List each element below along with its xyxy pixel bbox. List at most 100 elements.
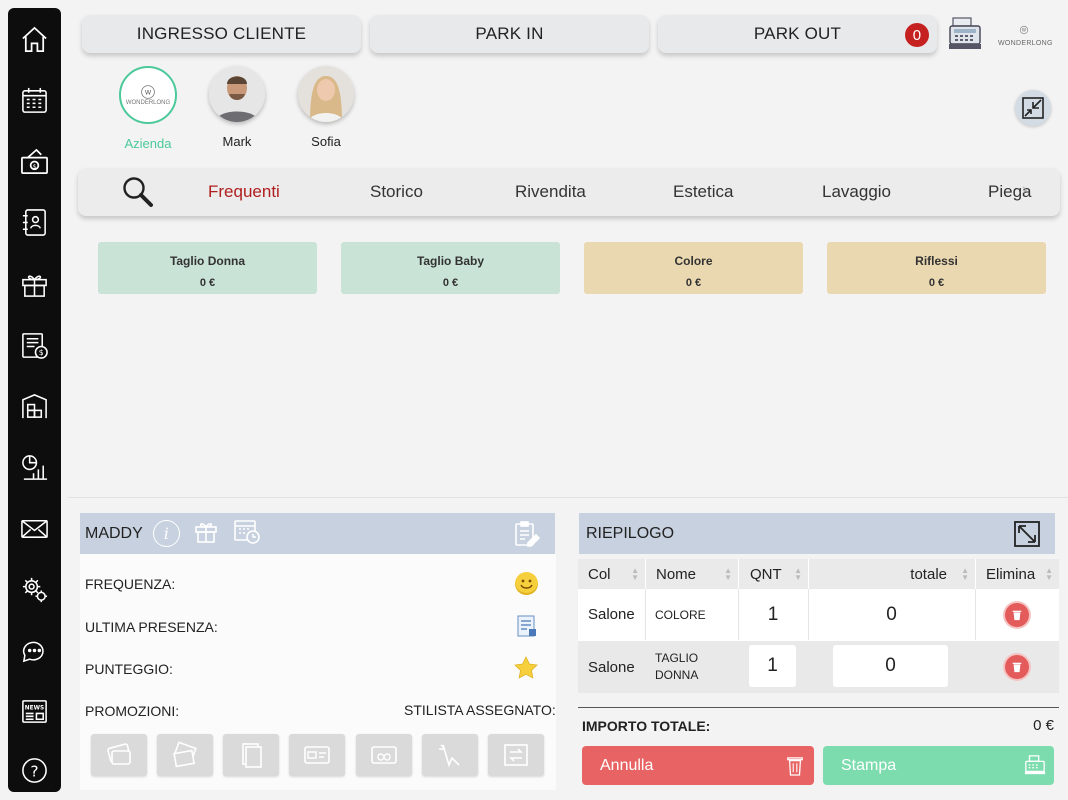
- gift-icon[interactable]: [20, 270, 49, 299]
- stilista-label: STILISTA ASSEGNATO:: [404, 702, 556, 718]
- client-header: MADDY i: [80, 513, 555, 554]
- qnt-input[interactable]: 1: [749, 645, 796, 687]
- promo-exchange-button[interactable]: [488, 734, 544, 776]
- svg-text:?: ?: [30, 762, 38, 780]
- expand-icon[interactable]: [1013, 520, 1041, 553]
- total-divider: [578, 707, 1059, 708]
- tab-estetica[interactable]: Estetica: [673, 182, 734, 201]
- tab-frequenti[interactable]: Frequenti: [208, 182, 280, 201]
- park-out-button[interactable]: PARK OUT 0: [658, 15, 937, 53]
- service-tile[interactable]: Taglio Baby 0 €: [341, 242, 560, 294]
- service-name: Riflessi: [915, 254, 958, 268]
- mail-icon[interactable]: [20, 514, 49, 543]
- row-col: Salone: [588, 606, 635, 623]
- staff-sofia[interactable]: Sofia: [286, 66, 366, 149]
- row-col: Salone: [588, 658, 635, 676]
- service-tile[interactable]: Riflessi 0 €: [827, 242, 1046, 294]
- client-name: MADDY: [85, 524, 143, 542]
- tab-piega[interactable]: Piega: [988, 182, 1032, 201]
- analytics-icon[interactable]: [20, 453, 49, 482]
- elimina-header[interactable]: Elimina ▲ ▼: [975, 559, 1059, 589]
- qnt-header[interactable]: QNT ▲ ▼: [738, 559, 808, 589]
- service-price: 0 €: [442, 277, 459, 289]
- cash-register-icon[interactable]: [947, 16, 983, 52]
- smiley-icon: [515, 572, 538, 595]
- sort-icon: ▲ ▼: [724, 566, 732, 582]
- tab-storico[interactable]: Storico: [370, 182, 423, 201]
- brand-logo-text: WONDERLONG: [998, 40, 1053, 47]
- promo-documents-button[interactable]: [223, 734, 279, 776]
- help-icon[interactable]: ?: [20, 756, 49, 785]
- search-icon[interactable]: [120, 174, 154, 213]
- sort-icon: ▲ ▼: [961, 566, 969, 582]
- promo-giftcard-button[interactable]: [289, 734, 345, 776]
- company-avatar-text: WONDERLONG: [125, 100, 171, 106]
- cash-register-icon[interactable]: $: [20, 147, 49, 176]
- tab-rivendita[interactable]: Rivendita: [515, 182, 586, 201]
- park-out-badge: 0: [905, 23, 929, 47]
- col-header[interactable]: Col ▲ ▼: [578, 559, 645, 589]
- summary-header: RIEPILOGO: [579, 513, 1055, 554]
- elimina-header-label: Elimina: [986, 565, 1036, 583]
- nome-header[interactable]: Nome ▲ ▼: [645, 559, 738, 589]
- news-icon[interactable]: NEWS: [20, 697, 49, 726]
- delete-button[interactable]: [1005, 655, 1029, 679]
- row-nome-line2: DONNA: [655, 668, 699, 682]
- avatar: [298, 66, 354, 122]
- delete-button[interactable]: [1005, 603, 1029, 627]
- promo-tap-button[interactable]: [422, 734, 478, 776]
- gift-icon[interactable]: [193, 518, 219, 549]
- sidebar: $ $ NEWS ?: [8, 8, 61, 792]
- service-tile[interactable]: Taglio Donna 0 €: [98, 242, 317, 294]
- chat-icon[interactable]: [20, 636, 49, 665]
- frequenza-label: FREQUENZA:: [85, 576, 176, 592]
- chevron-right-icon[interactable]: ›: [1022, 181, 1028, 198]
- promo-card-button[interactable]: [91, 734, 147, 776]
- park-in-button[interactable]: PARK IN: [370, 15, 649, 53]
- importo-value: 0 €: [1033, 717, 1054, 734]
- totale-header[interactable]: totale ▲ ▼: [808, 559, 975, 589]
- clipboard-edit-icon[interactable]: [513, 520, 541, 553]
- service-tile[interactable]: Colore 0 €: [584, 242, 803, 294]
- warehouse-icon[interactable]: [20, 392, 49, 421]
- ultima-presenza-label: ULTIMA PRESENZA:: [85, 619, 218, 635]
- sort-icon: ▲ ▼: [794, 566, 802, 582]
- address-book-icon[interactable]: [20, 208, 49, 237]
- collapse-button[interactable]: [1015, 90, 1051, 126]
- staff-azienda[interactable]: W WONDERLONG Azienda: [108, 66, 188, 151]
- calendar-clock-icon[interactable]: [233, 517, 261, 550]
- summary-title: RIEPILOGO: [586, 524, 675, 542]
- row-nome-line1: TAGLIO: [655, 651, 699, 665]
- totale-header-label: totale: [910, 565, 947, 583]
- totale-input[interactable]: 0: [833, 645, 948, 687]
- tab-lavaggio[interactable]: Lavaggio: [822, 182, 892, 201]
- settings-icon[interactable]: [20, 575, 49, 604]
- star-icon: [514, 656, 538, 685]
- svg-text:$: $: [33, 164, 37, 170]
- row-qnt[interactable]: 1: [767, 603, 779, 625]
- table-row: Salone COLORE 1 0: [578, 589, 1059, 640]
- row-totale[interactable]: 0: [886, 603, 897, 625]
- staff-mark[interactable]: Mark: [197, 66, 277, 149]
- service-price: 0 €: [685, 277, 702, 289]
- stampa-button[interactable]: Stampa: [823, 746, 1054, 785]
- ingresso-cliente-button[interactable]: INGRESSO CLIENTE: [82, 15, 361, 53]
- svg-text:W: W: [1022, 28, 1026, 33]
- cell-divider: [808, 589, 809, 640]
- info-icon[interactable]: i: [152, 520, 180, 547]
- calendar-icon[interactable]: [20, 86, 49, 115]
- exchange-icon: [504, 744, 528, 766]
- invoice-icon[interactable]: $: [20, 331, 49, 360]
- avatar: [209, 66, 265, 122]
- row-nome: TAGLIO DONNA: [655, 648, 698, 686]
- annulla-button[interactable]: Annulla: [582, 746, 814, 785]
- service-name: Colore: [674, 254, 713, 268]
- promo-infinity-card-button[interactable]: [356, 734, 412, 776]
- promo-voucher-button[interactable]: [157, 734, 213, 776]
- card-icon: [107, 743, 131, 765]
- cash-register-icon: [1024, 755, 1046, 775]
- collapse-icon: [1022, 97, 1044, 119]
- stampa-label: Stampa: [841, 756, 897, 774]
- tap-icon: [439, 744, 460, 768]
- home-icon[interactable]: [20, 25, 49, 54]
